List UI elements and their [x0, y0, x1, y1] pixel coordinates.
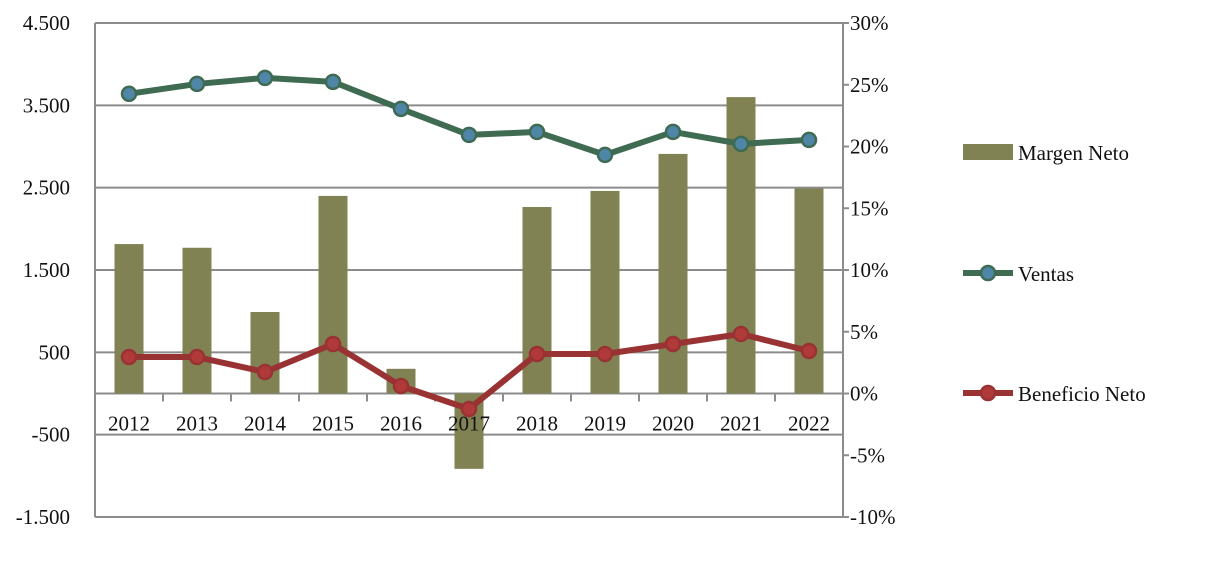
point-beneficio-neto	[800, 342, 818, 360]
legend-label: Ventas	[1018, 262, 1074, 286]
legend-swatch-margen-neto	[963, 144, 1013, 160]
right-tick-label: 30%	[850, 11, 889, 35]
point-ventas	[732, 135, 750, 153]
right-tick-label: 25%	[850, 73, 889, 97]
left-tick-label: 1.500	[23, 258, 70, 282]
legend-marker-beneficio-neto	[979, 384, 997, 402]
point-beneficio-neto	[528, 345, 546, 363]
bar-margen-neto	[182, 247, 212, 394]
point-beneficio-neto	[460, 400, 478, 418]
legend-label: Margen Neto	[1018, 141, 1129, 165]
point-ventas	[800, 131, 818, 149]
point-ventas	[324, 73, 342, 91]
left-tick-label: -500	[32, 423, 71, 447]
left-tick-label: 3.500	[23, 93, 70, 117]
x-tick-label: 2016	[380, 412, 422, 436]
right-tick-label: -5%	[850, 443, 885, 467]
x-tick-label: 2015	[312, 412, 354, 436]
right-tick-label: -10%	[850, 505, 896, 529]
point-ventas	[528, 123, 546, 141]
x-tick-label: 2013	[176, 412, 218, 436]
x-tick-label: 2022	[788, 412, 830, 436]
point-beneficio-neto	[596, 345, 614, 363]
point-beneficio-neto	[732, 325, 750, 343]
point-beneficio-neto	[324, 335, 342, 353]
bar-margen-neto	[114, 244, 144, 394]
left-tick-label: 500	[39, 340, 71, 364]
x-tick-label: 2014	[244, 412, 287, 436]
right-tick-label: 10%	[850, 258, 889, 282]
bar-margen-neto	[794, 188, 824, 394]
left-tick-label: 2.500	[23, 176, 70, 200]
right-tick-label: 5%	[850, 320, 878, 344]
bar-margen-neto	[590, 190, 620, 394]
right-tick-label: 15%	[850, 196, 889, 220]
bar-margen-neto	[250, 311, 280, 394]
left-tick-label: 4.500	[23, 11, 70, 35]
x-tick-label: 2020	[652, 412, 694, 436]
right-tick-label: 0%	[850, 382, 878, 406]
x-tick-label: 2021	[720, 412, 762, 436]
legend-marker-ventas	[979, 264, 997, 282]
point-ventas	[188, 75, 206, 93]
bar-margen-neto	[658, 153, 688, 394]
point-beneficio-neto	[256, 363, 274, 381]
line-ventas	[128, 74, 810, 158]
x-tick-label: 2012	[108, 412, 150, 436]
x-tick-label: 2018	[516, 412, 558, 436]
point-ventas	[120, 85, 138, 103]
point-beneficio-neto	[188, 348, 206, 366]
point-beneficio-neto	[392, 377, 410, 395]
point-beneficio-neto	[120, 348, 138, 366]
point-ventas	[596, 146, 614, 164]
point-ventas	[256, 69, 274, 87]
bar-margen-neto	[318, 195, 348, 394]
point-ventas	[392, 100, 410, 118]
legend-label: Beneficio Neto	[1018, 382, 1146, 406]
point-ventas	[460, 126, 478, 144]
right-tick-label: 20%	[850, 135, 889, 159]
left-tick-label: -1.500	[16, 505, 70, 529]
point-beneficio-neto	[664, 335, 682, 353]
x-tick-label: 2019	[584, 412, 626, 436]
point-ventas	[664, 123, 682, 141]
